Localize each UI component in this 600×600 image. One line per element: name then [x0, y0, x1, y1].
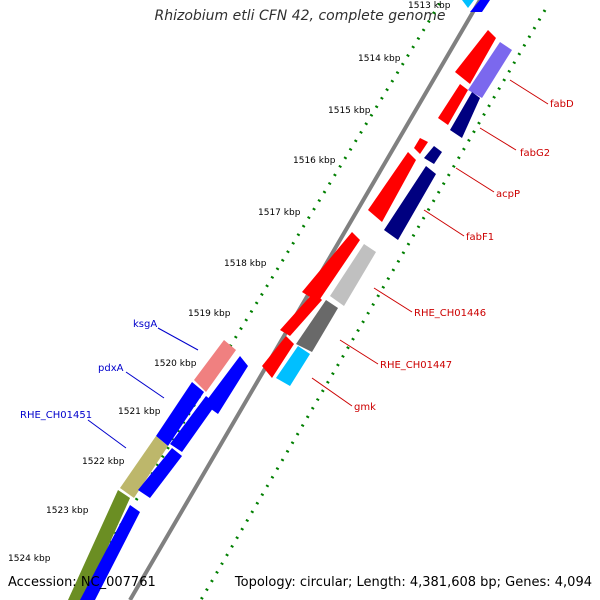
gene-gmk-red[interactable] [262, 336, 294, 378]
tick-label-1517: 1517 kbp [258, 208, 301, 218]
tick-label-1520: 1520 kbp [154, 359, 197, 369]
leader-RHE_CH01446 [373, 287, 413, 313]
gene-gmk-cyan[interactable] [276, 346, 310, 386]
gene-pdxA[interactable] [156, 382, 204, 446]
leader-ksgA [157, 327, 199, 351]
map-title: Rhizobium etli CFN 42, complete genome [154, 8, 446, 24]
gene-fabG2-navy[interactable] [450, 92, 480, 138]
gene-pdxA-blue[interactable] [170, 396, 216, 452]
gene-RHE_CH01446-gray[interactable] [330, 244, 376, 306]
backbone-outer [128, 0, 482, 600]
gene-fabG2-red[interactable] [438, 84, 468, 125]
gene-top-fragment[interactable] [462, 0, 490, 12]
gene-fabD-red[interactable] [455, 30, 496, 84]
gene-fabF1-navy[interactable] [384, 166, 436, 240]
leader-fabG2 [479, 127, 517, 151]
gene-RHE_CH01446-red[interactable] [302, 232, 360, 302]
tick-label-1514: 1514 kbp [358, 54, 401, 64]
gene-acpP-navy[interactable] [424, 146, 442, 164]
tick-label-1524: 1524 kbp [8, 554, 51, 564]
gene-label-acpP: acpP [496, 189, 520, 200]
accession-label: Accession: NC_007761 [8, 575, 156, 590]
gene-RHE_CH01447-red[interactable] [280, 292, 322, 336]
gene-acpP-red[interactable] [414, 138, 428, 154]
gene-blue-bottom[interactable] [80, 505, 140, 600]
leader-gmk [311, 377, 353, 407]
gene-ksgA-blue[interactable] [204, 356, 248, 414]
gene-label-RHE_CH01447: RHE_CH01447 [380, 360, 452, 371]
gene-label-fabG2: fabG2 [520, 148, 550, 159]
gene-label-fabD: fabD [550, 99, 574, 110]
outer-tick-line [199, 9, 547, 600]
gene-label-RHE_CH01446: RHE_CH01446 [414, 308, 486, 319]
gene-label-fabF1: fabF1 [466, 232, 494, 243]
tick-label-1521: 1521 kbp [118, 407, 161, 417]
leader-RHE_CH01447 [339, 339, 379, 365]
gene-RHE_CH01447-darkgray[interactable] [296, 300, 338, 352]
gene-RHE_CH01451-blue[interactable] [138, 448, 182, 498]
genome-summary: Topology: circular; Length: 4,381,608 bp… [234, 575, 592, 590]
tick-label-1519: 1519 kbp [188, 309, 231, 319]
leader-pdxA [125, 371, 165, 399]
tick-label-1515: 1515 kbp [328, 106, 371, 116]
tick-label-1513: 1513 kbp [408, 1, 451, 11]
tick-label-1522: 1522 kbp [82, 457, 125, 467]
inner-tick-line [73, 0, 444, 600]
leader-acpP [455, 167, 495, 193]
tick-label-1516: 1516 kbp [293, 156, 336, 166]
gene-fabF1-red[interactable] [368, 152, 416, 222]
gene-RHE_CH01451[interactable] [120, 436, 168, 498]
leader-fabD [509, 79, 549, 105]
leader-RHE_CH01451 [87, 419, 127, 449]
tick-label-1523: 1523 kbp [46, 506, 89, 516]
leader-fabF1 [423, 209, 465, 237]
gene-label-RHE_CH01451: RHE_CH01451 [20, 410, 92, 421]
gene-label-pdxA: pdxA [98, 363, 124, 374]
gene-label-ksgA: ksgA [133, 319, 157, 330]
gene-fabD-violet[interactable] [468, 42, 512, 98]
gene-olive[interactable] [68, 490, 130, 600]
gene-ksgA[interactable] [194, 340, 236, 392]
tick-label-1518: 1518 kbp [224, 259, 267, 269]
backbone-inner [123, 0, 475, 600]
gene-label-gmk: gmk [354, 402, 376, 413]
